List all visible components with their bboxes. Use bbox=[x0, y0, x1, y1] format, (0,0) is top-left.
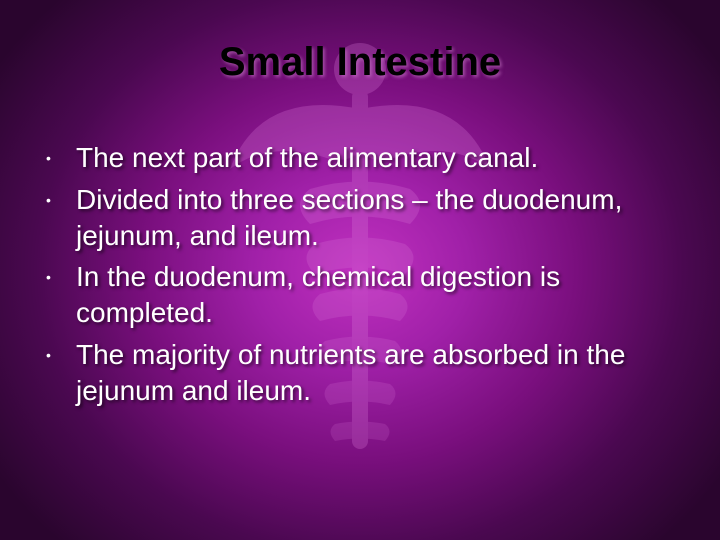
list-item: • In the duodenum, chemical digestion is… bbox=[40, 259, 670, 331]
bullet-text: The majority of nutrients are absorbed i… bbox=[76, 337, 670, 409]
list-item: • Divided into three sections – the duod… bbox=[40, 182, 670, 254]
list-item: • The majority of nutrients are absorbed… bbox=[40, 337, 670, 409]
bullet-text: In the duodenum, chemical digestion is c… bbox=[76, 259, 670, 331]
bullet-icon: • bbox=[40, 337, 76, 363]
bullet-list: • The next part of the alimentary canal.… bbox=[40, 140, 670, 415]
bullet-icon: • bbox=[40, 259, 76, 285]
list-item: • The next part of the alimentary canal. bbox=[40, 140, 670, 176]
slide: Small Intestine • The next part of the a… bbox=[0, 0, 720, 540]
slide-title: Small Intestine bbox=[0, 40, 720, 85]
bullet-icon: • bbox=[40, 182, 76, 208]
bullet-icon: • bbox=[40, 140, 76, 166]
bullet-text: Divided into three sections – the duoden… bbox=[76, 182, 670, 254]
bullet-text: The next part of the alimentary canal. bbox=[76, 140, 670, 176]
